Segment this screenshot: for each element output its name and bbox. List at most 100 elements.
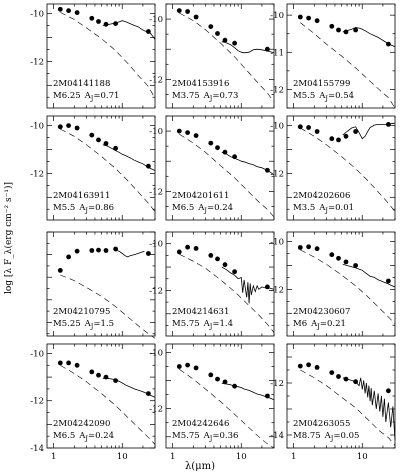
photometry-point — [343, 133, 349, 139]
photometry-point — [215, 31, 220, 36]
extinction-value: 0.71 — [101, 91, 120, 101]
photometry-point — [57, 360, 63, 366]
photometry-point — [185, 244, 191, 250]
photosphere-model-line — [300, 249, 396, 325]
photometry-point — [215, 376, 220, 382]
y-tick-label: -10 — [30, 122, 44, 132]
extinction-symbol: A — [84, 91, 92, 101]
spectral-type-extinction: M5.5 AJ=0.54 — [293, 91, 354, 103]
photometry-point — [386, 278, 391, 284]
photosphere-model-line — [179, 369, 275, 449]
photometry-point — [297, 14, 303, 20]
spectral-type-extinction: M3.75 AJ=0.73 — [172, 91, 238, 103]
extinction-equals: = — [212, 431, 219, 441]
extinction-subscript: J — [209, 435, 213, 443]
extinction-equals: = — [333, 431, 340, 441]
photometry-point — [306, 362, 311, 368]
photometry-point — [329, 370, 335, 375]
photosphere-model-line — [60, 365, 156, 445]
source-name: 2M04155799 — [293, 79, 350, 89]
spectral-type: M5.5 — [293, 91, 315, 101]
photosphere-model-line — [300, 369, 396, 446]
spectral-type-extinction: M3.5 AJ=0.01 — [293, 203, 354, 215]
extinction-subscript: J — [324, 207, 328, 215]
extinction-symbol: A — [78, 431, 86, 441]
y-tick-label: -10 — [149, 15, 163, 25]
photometry-point — [103, 248, 109, 253]
spectral-type: M8.75 — [293, 431, 321, 441]
photometry-point — [66, 254, 71, 260]
x-tick-label: 1 — [170, 452, 175, 462]
photometry-point — [329, 252, 335, 258]
extinction-subscript: J — [316, 323, 320, 331]
panel-frame — [46, 115, 156, 221]
photometry-point — [386, 41, 391, 47]
photosphere-model-line — [60, 128, 156, 212]
extinction-value: 0.01 — [335, 203, 354, 213]
extinction-equals: = — [320, 319, 327, 329]
y-tick-label: -12 — [270, 85, 284, 95]
photometry-point — [314, 246, 320, 252]
spectrum-line — [342, 263, 396, 288]
extinction-symbol: A — [324, 431, 332, 441]
photometry-point — [146, 251, 151, 256]
source-name: 2M04214631 — [172, 307, 229, 317]
photometry-point — [353, 129, 358, 134]
spectrum-line — [342, 122, 396, 140]
photometry-point — [343, 259, 349, 265]
panel-frame — [46, 231, 156, 337]
photometry-point — [306, 244, 311, 250]
spectral-type-extinction: M6.25 AJ=0.71 — [53, 91, 119, 103]
y-tick-label: -10 — [149, 348, 163, 358]
panel-frame — [46, 343, 156, 449]
panel-2M04210795: 2M04210795 M5.25 AJ=1.5 — [46, 231, 156, 339]
y-tick-label: -12 — [30, 397, 44, 407]
photometry-point — [208, 372, 214, 378]
photometry-point — [297, 245, 303, 250]
extinction-value: 1.4 — [220, 319, 234, 329]
extinction-equals: = — [93, 91, 100, 101]
y-tick-label: -14 — [270, 431, 284, 441]
photosphere-model-line — [179, 133, 275, 218]
photometry-point — [185, 9, 191, 14]
y-tick-label: -12 — [270, 169, 284, 179]
photometry-point — [193, 246, 199, 251]
panel-frame — [165, 3, 275, 109]
y-tick-label: -10 — [149, 240, 163, 250]
photometry-point — [297, 363, 303, 369]
photometry-point — [74, 362, 80, 368]
photometry-point — [297, 124, 303, 130]
y-tick-label: -12 — [149, 405, 163, 415]
photosphere-model-line — [300, 127, 396, 212]
spectral-type: M6 — [293, 319, 307, 329]
extinction-subscript: J — [209, 323, 213, 331]
source-name: 2M04242090 — [53, 419, 110, 429]
photometry-point — [89, 132, 95, 138]
extinction-value: 0.21 — [327, 319, 346, 329]
photometry-point — [232, 40, 238, 46]
photometry-point — [314, 129, 320, 134]
source-name: 2M04263055 — [293, 419, 350, 429]
y-tick-label: -10 — [30, 349, 44, 359]
spectrum-line — [342, 377, 396, 441]
panel-2M04141188: -10 -12 2M04141188 M6.25 AJ=0.71 — [30, 3, 156, 109]
spectral-type-extinction: M6 AJ=0.21 — [293, 319, 346, 331]
spectral-type-extinction: M5.5 AJ=0.86 — [53, 203, 114, 215]
extinction-subscript: J — [330, 435, 334, 443]
photometry-point — [353, 379, 358, 385]
photometry-point — [343, 376, 349, 382]
photometry-point — [176, 128, 182, 134]
x-tick-label: 1 — [51, 452, 56, 462]
photometry-point — [353, 263, 358, 268]
photosphere-model-line — [179, 253, 275, 333]
photometry-point — [74, 125, 80, 131]
spectrum-line — [221, 266, 275, 304]
spectral-type-extinction: M6.5 AJ=0.24 — [172, 203, 233, 215]
extinction-symbol: A — [318, 91, 326, 101]
source-name: 2M04202606 — [293, 191, 350, 201]
photometry-point — [146, 391, 151, 396]
panel-frame — [286, 3, 396, 109]
spectral-type: M6.5 — [53, 431, 75, 441]
y-tick-label: -12 — [270, 379, 284, 389]
extinction-symbol: A — [84, 319, 92, 329]
